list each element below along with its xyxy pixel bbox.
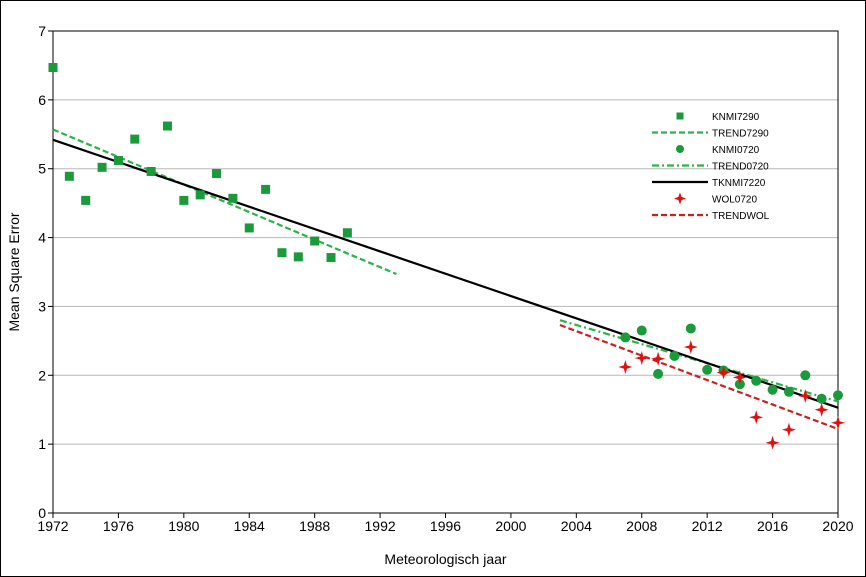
data-point-knmi7290	[212, 169, 222, 179]
data-point-wol0720	[781, 422, 796, 437]
data-point-knmi0720	[816, 393, 827, 404]
legend-item-knmi0720: KNMI0720	[676, 145, 760, 156]
data-point-knmi7290	[261, 184, 271, 194]
x-tick-label: 1988	[299, 518, 330, 534]
x-tick-label: 2000	[495, 518, 526, 534]
series-trend7290	[52, 128, 397, 276]
legend-swatch	[674, 192, 686, 205]
x-tick-label: 1980	[168, 518, 199, 534]
data-point-knmi7290	[162, 121, 172, 131]
data-point-knmi0720	[636, 325, 647, 336]
data-point-knmi0720	[783, 386, 794, 397]
legend-label: TREND0720	[712, 162, 769, 173]
y-tick-label: 1	[38, 436, 46, 452]
data-point-knmi7290	[113, 155, 123, 165]
trend-line-tknmi7220	[52, 138, 839, 409]
legend-label: KNMI7290	[712, 112, 760, 123]
x-tick-label: 1972	[37, 518, 68, 534]
data-point-knmi0720	[669, 351, 680, 362]
trend-line-trend7290	[52, 128, 397, 276]
data-point-knmi0720	[833, 390, 843, 401]
x-tick-label: 2008	[626, 518, 657, 534]
series-knmi7290	[48, 62, 352, 263]
series-trendwol	[559, 323, 839, 431]
y-tick-label: 0	[38, 505, 46, 521]
legend-label: TREND7290	[712, 129, 769, 140]
series-tknmi7220	[52, 138, 839, 409]
x-tick-label: 2016	[757, 518, 788, 534]
y-tick-label: 5	[38, 161, 46, 177]
data-point-knmi7290	[277, 248, 287, 258]
data-point-wol0720	[618, 360, 633, 375]
data-point-knmi7290	[342, 228, 352, 238]
x-tick-label: 1996	[430, 518, 461, 534]
data-point-wol0720	[798, 388, 813, 403]
data-point-knmi0720	[751, 375, 762, 386]
data-point-knmi7290	[244, 223, 254, 233]
y-tick-label: 3	[38, 298, 46, 314]
x-tick-label: 2020	[822, 518, 853, 534]
data-point-wol0720	[749, 410, 764, 425]
data-point-wol0720	[716, 365, 731, 380]
data-point-knmi7290	[326, 253, 336, 263]
data-point-knmi7290	[81, 195, 91, 205]
y-tick-label: 2	[38, 367, 46, 383]
series-wol0720	[618, 340, 845, 450]
legend-item-wol0720: WOL0720	[674, 192, 757, 206]
data-point-knmi7290	[195, 190, 205, 200]
x-tick-label: 1984	[234, 518, 265, 534]
legend-item-knmi7290: KNMI7290	[676, 112, 760, 123]
data-point-knmi0720	[685, 323, 696, 334]
data-point-wol0720	[765, 435, 780, 450]
data-point-knmi7290	[228, 193, 238, 203]
data-point-knmi0720	[702, 364, 713, 375]
x-tick-label: 1992	[365, 518, 396, 534]
legend-label: TKNMI7220	[712, 178, 766, 189]
legend-swatch	[676, 145, 684, 153]
gridlines	[53, 30, 838, 514]
series-knmi0720	[620, 323, 843, 404]
data-point-knmi0720	[653, 368, 664, 379]
data-point-knmi7290	[48, 62, 58, 72]
data-point-wol0720	[651, 351, 666, 366]
data-point-knmi0720	[767, 384, 778, 395]
y-axis-title: Mean Square Error	[6, 212, 22, 331]
legend-item-trendwol: TRENDWOL	[652, 211, 770, 222]
y-tick-label: 4	[38, 230, 46, 246]
data-point-knmi7290	[97, 162, 107, 172]
data-point-knmi0720	[620, 332, 631, 343]
legend-item-trend0720: TREND0720	[652, 162, 769, 173]
data-point-knmi7290	[146, 166, 156, 176]
data-point-knmi7290	[310, 236, 320, 246]
x-axis-title: Meteorologisch jaar	[384, 551, 507, 567]
tick-labels: 1972 1976 1980 1984 1988 1992 1996 2000 2004 2008…	[37, 23, 853, 534]
series-layer	[48, 62, 845, 450]
legend-item-tknmi7220: TKNMI7220	[652, 178, 766, 189]
plot-area	[52, 30, 839, 514]
data-point-knmi7290	[64, 171, 74, 181]
data-point-knmi7290	[130, 134, 140, 144]
data-point-wol0720	[814, 402, 829, 417]
x-tick-label: 2012	[692, 518, 723, 534]
legend: KNMI7290 TREND7290 KNMI0720 TREND0720 TKNMI7…	[652, 112, 770, 222]
y-tick-label: 7	[38, 23, 46, 39]
data-point-knmi7290	[293, 252, 303, 262]
legend-swatch	[676, 112, 684, 120]
y-tick-label: 6	[38, 92, 46, 108]
x-tick-label: 1976	[103, 518, 134, 534]
legend-label: WOL0720	[712, 195, 757, 206]
trend-line-trendwol	[559, 323, 839, 431]
data-point-wol0720	[831, 415, 845, 430]
legend-label: KNMI0720	[712, 145, 760, 156]
data-point-knmi0720	[800, 370, 811, 381]
legend-label: TRENDWOL	[712, 211, 770, 222]
data-point-knmi7290	[179, 195, 189, 205]
x-tick-label: 2004	[561, 518, 592, 534]
data-point-wol0720	[634, 351, 649, 366]
data-point-wol0720	[683, 340, 698, 355]
legend-item-trend7290: TREND7290	[652, 129, 769, 140]
data-point-wol0720	[732, 370, 747, 385]
